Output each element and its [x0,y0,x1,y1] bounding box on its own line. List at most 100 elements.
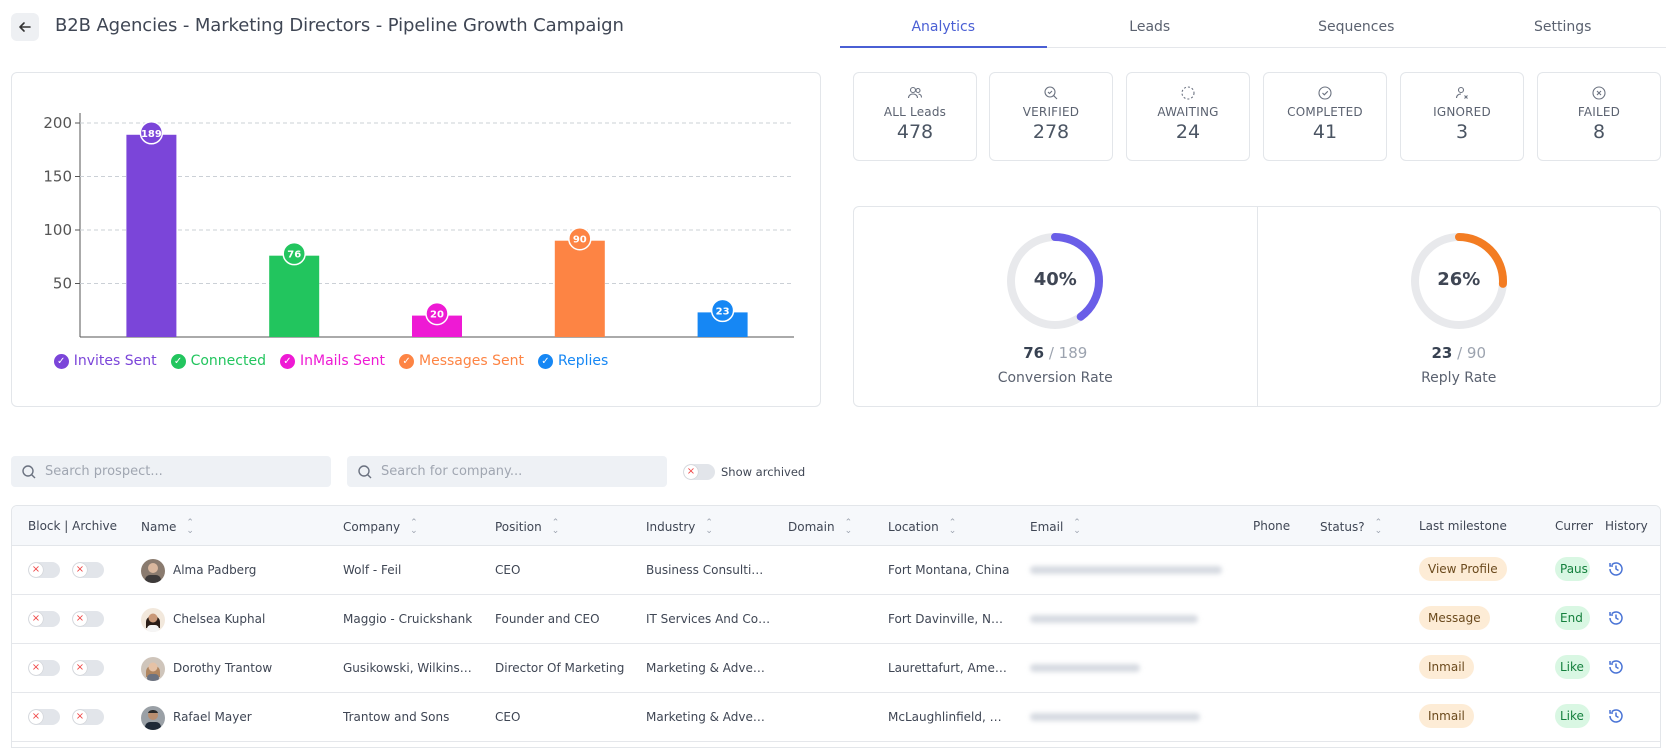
legend-label: Messages Sent [419,353,524,369]
col-status[interactable]: Status? ⌃ ⌄ [1320,518,1383,536]
stat-completed[interactable]: COMPLETED 41 [1263,72,1387,161]
conversion-rate: 40% 76 / 189 Conversion Rate [854,207,1257,406]
data-label: 76 [287,250,301,261]
col-position[interactable]: Position ⌃ ⌄ [495,518,560,536]
stat-awaiting[interactable]: AWAITING 24 [1126,72,1250,161]
archive-toggle[interactable] [72,611,104,627]
lead-position: Founder and CEO [495,612,600,626]
history-icon[interactable] [1607,560,1625,578]
col-location[interactable]: Location ⌃ ⌄ [888,518,957,536]
company-search[interactable] [347,456,667,487]
stat-all-leads[interactable]: ALL Leads 478 [853,72,977,161]
lead-name[interactable]: Chelsea Kuphal [173,612,266,626]
table-row[interactable]: Chelsea Kuphal Maggio - Cruickshank Foun… [12,595,1660,644]
tab-leads[interactable]: Leads [1129,19,1171,35]
prospect-search-input[interactable] [45,464,305,479]
reply-rate-fraction: 23 / 90 [1258,344,1661,362]
y-tick-label: 50 [53,275,72,293]
col-industry[interactable]: Industry ⌃ ⌄ [646,518,713,536]
bar-messages-sent [554,240,605,337]
stat-label: AWAITING [1157,105,1219,119]
legend-item[interactable]: ✓ Invites Sent [53,353,157,369]
stat-failed[interactable]: FAILED 8 [1537,72,1661,161]
stat-value: 478 [896,121,934,143]
sort-icon: ⌃ ⌄ [948,518,957,536]
search-check-icon [1044,86,1058,100]
archive-toggle[interactable] [72,562,104,578]
legend-item[interactable]: ✓ Connected [170,353,266,369]
table-row[interactable]: Dorothy Trantow Gusikowski, Wilkins… Dir… [12,644,1660,693]
conversion-numerator: 76 [1023,344,1045,362]
stat-label: FAILED [1577,105,1621,119]
avatar [141,706,165,730]
history-icon[interactable] [1607,609,1625,627]
reply-rate-percent: 26% [1437,269,1481,290]
lead-industry: IT Services And Co… [646,612,771,626]
tab-bar: Analytics Leads Sequences Settings [840,0,1666,48]
col-domain[interactable]: Domain ⌃ ⌄ [788,518,853,536]
current-status-badge: End [1555,606,1590,630]
stat-value: 41 [1312,121,1338,143]
col-name[interactable]: Name ⌃ ⌄ [141,518,194,536]
bar-inmails-sent [412,315,462,337]
show-archived-toggle[interactable] [683,464,715,480]
check-icon: ✓ [53,353,69,369]
lead-position: CEO [495,563,521,577]
data-label: 189 [141,129,162,140]
reply-rate: 26% 23 / 90 Reply Rate [1256,207,1661,406]
col-email[interactable]: Email ⌃ ⌄ [1030,518,1081,536]
block-toggle[interactable] [28,611,60,627]
conversion-rate-ring [1007,233,1104,329]
tab-sequences[interactable]: Sequences [1318,19,1395,35]
legend-item[interactable]: ✓ InMails Sent [279,353,385,369]
lead-email-blurred [1030,615,1198,623]
lead-location: Laurettafurt, Ame… [888,661,1007,675]
lead-industry: Business Consulti… [646,563,764,577]
lead-name[interactable]: Alma Padberg [173,563,257,577]
stat-label: ALL Leads [883,105,947,119]
block-toggle[interactable] [28,709,60,725]
back-button[interactable] [11,13,39,41]
conversion-rate-fraction: 76 / 189 [854,344,1257,362]
data-label-badge [425,301,449,326]
col-phone: Phone [1253,519,1291,533]
stat-verified[interactable]: VERIFIED 278 [989,72,1113,161]
history-icon[interactable] [1607,707,1625,725]
lead-email-blurred [1030,566,1222,574]
lead-name[interactable]: Rafael Mayer [173,710,252,724]
user-x-icon [1455,86,1468,99]
x-circle-icon [1592,86,1606,100]
prospect-search[interactable] [11,456,331,487]
block-toggle[interactable] [28,562,60,578]
block-toggle[interactable] [28,660,60,676]
stat-ignored[interactable]: IGNORED 3 [1400,72,1524,161]
company-search-input[interactable] [381,464,641,479]
archive-toggle[interactable] [72,660,104,676]
y-tick-label: 200 [43,114,72,132]
legend-item[interactable]: ✓ Messages Sent [399,353,524,369]
history-icon[interactable] [1607,658,1625,676]
data-label: 23 [716,306,730,317]
col-block-archive: Block | Archive [28,519,118,533]
reply-rate-ring [1410,233,1507,329]
tab-settings[interactable]: Settings [1534,19,1592,35]
stat-label: COMPLETED [1287,105,1363,119]
legend-item[interactable]: ✓ Replies [538,353,608,369]
sort-icon: ⌃ ⌄ [410,518,418,536]
col-company[interactable]: Company ⌃ ⌄ [343,518,418,536]
lead-name[interactable]: Dorothy Trantow [173,661,273,675]
y-tick-label: 150 [43,168,72,186]
stat-value: 24 [1175,121,1201,143]
lead-company: Gusikowski, Wilkins… [343,661,472,675]
archive-toggle[interactable] [72,709,104,725]
avatar [141,657,165,681]
conversion-rate-caption: Conversion Rate [997,370,1113,386]
tab-analytics[interactable]: Analytics [840,0,1047,48]
current-status-badge: Like [1555,704,1590,728]
sort-icon: ⌃ ⌄ [551,518,560,536]
check-circle-icon [1318,86,1332,100]
table-row[interactable]: Rafael Mayer Trantow and Sons CEO Market… [12,693,1660,742]
current-status-badge: Paus [1555,557,1590,581]
check-icon: ✓ [279,353,295,369]
table-row[interactable]: Alma Padberg Wolf - Feil CEO Business Co… [12,546,1660,595]
